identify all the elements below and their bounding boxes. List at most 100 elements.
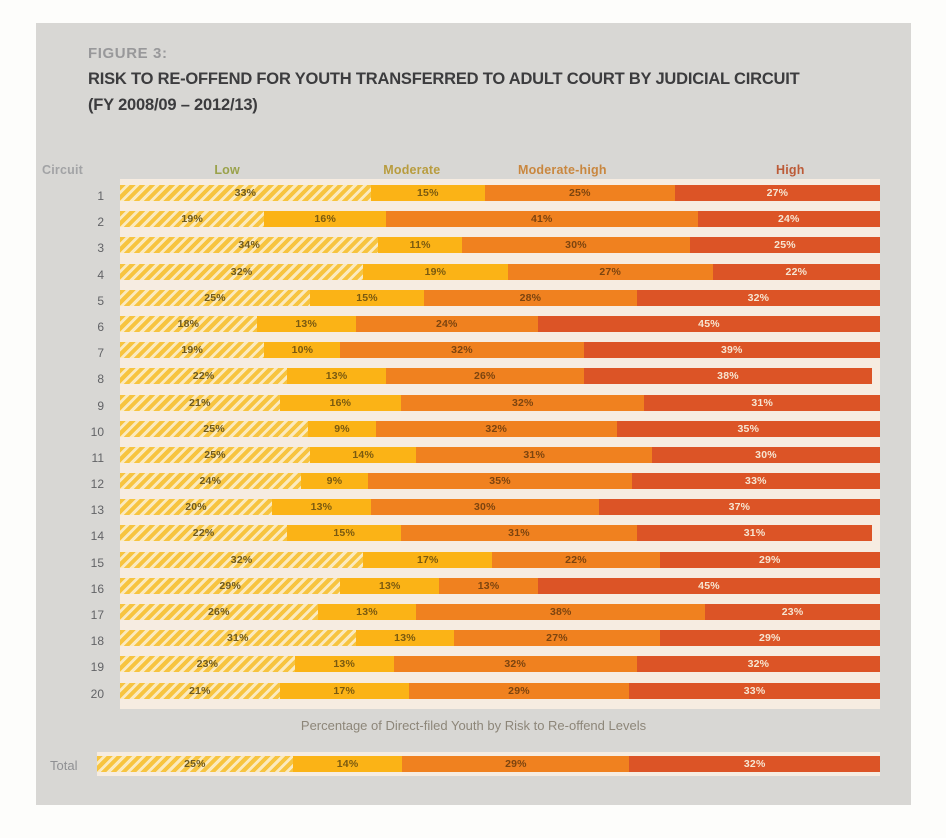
bar-segment-value: 21% [188, 684, 211, 697]
bar-segment-value: 26% [207, 606, 230, 618]
bar-segment-value: 39% [720, 344, 743, 357]
bar-segment-value: 27% [546, 632, 568, 645]
bar-segment-low: 19% [120, 342, 265, 359]
bar-segment-high: 39% [583, 342, 880, 359]
bar-segment-value: 38% [549, 606, 572, 618]
bar-segment-value: 25% [568, 187, 591, 199]
chart-row-circuit-1: 1 33% 15% 25% 27% [97, 183, 880, 209]
bar-segment-low: 32% [120, 263, 364, 280]
bar-segment-value: 18% [177, 317, 200, 330]
bar-segment-value: 25% [774, 239, 796, 252]
circuit-number: 11 [91, 450, 104, 465]
circuit-number: 10 [90, 424, 104, 439]
series-headers: Low Moderate Moderate-high High [120, 163, 880, 180]
bar-segment-value: 32% [747, 291, 770, 304]
bar-segment-high: 32% [636, 656, 880, 673]
bar-segment-moderate-high: 32% [401, 394, 645, 411]
circuit-number: 14 [90, 529, 104, 544]
bar-segment-value: 33% [745, 475, 767, 488]
bar-segment-value: 16% [329, 396, 352, 409]
bar-segment-value: 33% [234, 187, 257, 199]
bar-segment-moderate-high: 29% [402, 756, 630, 772]
chart-row-circuit-15: 15 32% 17% 22% 29% [91, 550, 880, 576]
bar-segment-value: 32% [747, 658, 770, 671]
bar-segment-value: 22% [192, 370, 215, 383]
bar-segment-value: 13% [356, 606, 378, 618]
bar-segment-high: 32% [636, 289, 880, 306]
stacked-bar: 32% 17% 22% 29% [120, 551, 880, 568]
bar-segment-value: 16% [314, 213, 336, 226]
bar-segment-value: 13% [477, 579, 500, 592]
bar-segment-moderate: 16% [264, 211, 386, 228]
bar-segment-moderate: 17% [279, 682, 409, 699]
bar-segment-value: 32% [230, 265, 253, 278]
circuit-number: 6 [97, 319, 104, 334]
stacked-bar: 21% 17% 29% 33% [120, 682, 880, 699]
bar-segment-value: 38% [717, 370, 739, 383]
bar-segment-value: 32% [504, 658, 526, 671]
bar-segment-value: 31% [523, 448, 545, 461]
bar-segment-value: 29% [508, 684, 530, 697]
stacked-bar: 18% 13% 24% 45% [120, 315, 880, 332]
stacked-bar: 19% 16% 41% 24% [120, 211, 880, 228]
bar-segment-moderate-high: 22% [492, 551, 660, 568]
bar-segment-moderate: 13% [317, 604, 417, 620]
bar-segment-value: 13% [325, 370, 348, 383]
bar-segment-value: 32% [451, 344, 473, 357]
bar-segment-value: 30% [473, 501, 496, 514]
bar-segment-value: 32% [743, 758, 766, 770]
bar-segment-value: 29% [758, 632, 781, 645]
bar-segment-low: 33% [120, 185, 371, 201]
circuit-number: 8 [97, 372, 104, 387]
bar-segment-value: 31% [508, 527, 530, 540]
total-row-label: Total [50, 758, 78, 773]
bar-segment-value: 22% [565, 553, 587, 566]
bar-segment-value: 15% [333, 527, 355, 540]
bar-segment-value: 24% [777, 213, 800, 226]
bar-segment-value: 9% [334, 422, 350, 435]
bar-segment-value: 30% [565, 239, 587, 252]
stacked-bar: 22% 13% 26% 38% [120, 368, 880, 385]
bar-segment-high: 29% [659, 551, 880, 568]
stacked-bar: 25% 9% 32% 35% [120, 420, 880, 437]
bar-segment-moderate-high: 35% [368, 473, 632, 490]
stacked-bar: 33% 15% 25% 27% [120, 185, 880, 201]
chart-title-line1: RISK TO RE-OFFEND FOR YOUTH TRANSFERRED … [88, 70, 800, 88]
bar-segment-moderate: 11% [378, 237, 462, 254]
bar-segment-moderate: 17% [363, 551, 493, 568]
circuit-number: 1 [97, 189, 104, 203]
bar-segment-value: 21% [188, 396, 211, 409]
chart-row-circuit-2: 2 19% 16% 41% 24% [97, 209, 880, 235]
bar-segment-moderate-high: 27% [454, 630, 660, 647]
circuit-number: 2 [97, 215, 104, 230]
bar-segment-value: 32% [511, 396, 534, 409]
bar-segment-low: 31% [120, 630, 356, 647]
bar-segment-value: 23% [781, 606, 804, 618]
bar-segment-moderate: 13% [340, 577, 440, 594]
bar-segment-moderate-high: 29% [408, 682, 630, 699]
bar-segment-value: 35% [489, 475, 511, 488]
stacked-bar: 19% 10% 32% 39% [120, 342, 880, 359]
bar-segment-low: 32% [120, 551, 364, 568]
circuit-number: 9 [97, 398, 104, 413]
bar-segment-value: 24% [199, 475, 222, 488]
circuit-number: 20 [90, 686, 104, 701]
bar-segment-value: 19% [181, 344, 203, 357]
bar-segment-low: 21% [120, 682, 280, 699]
bar-segment-moderate: 9% [308, 420, 376, 437]
circuit-number: 3 [97, 241, 104, 256]
bar-segment-value: 17% [333, 684, 355, 697]
chart-row-circuit-8: 8 22% 13% 26% 38% [97, 366, 880, 392]
bar-segment-moderate-high: 26% [385, 368, 584, 385]
bar-segment-value: 45% [698, 579, 720, 592]
bar-segment-value: 15% [416, 187, 439, 199]
bar-segment-high: 45% [537, 577, 880, 594]
circuit-number: 13 [90, 503, 104, 518]
bar-segment-value: 31% [226, 632, 249, 645]
chart-row-circuit-13: 13 20% 13% 30% 37% [91, 497, 880, 523]
bar-segment-moderate-high: 30% [370, 499, 599, 516]
chart-row-circuit-16: 16 29% 13% 13% 45% [91, 576, 880, 602]
total-row-strip: 25% 14% 29% 32% [97, 752, 880, 776]
circuit-number: 15 [90, 555, 104, 570]
bar-segment-value: 19% [181, 213, 203, 226]
